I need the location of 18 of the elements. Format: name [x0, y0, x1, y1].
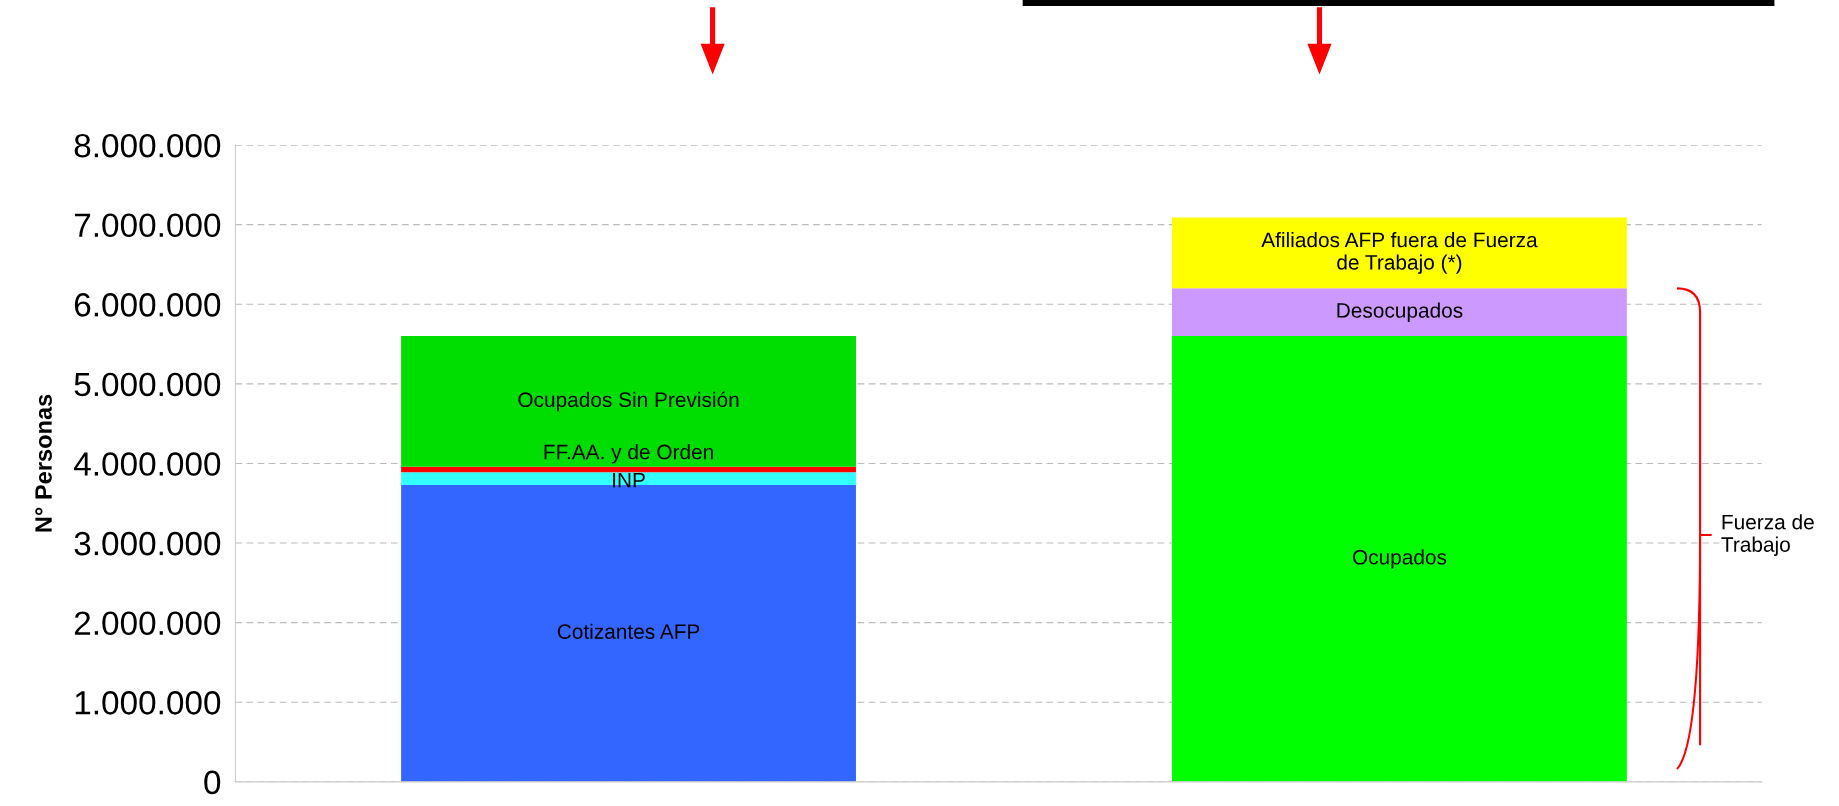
y-tick-label: 0	[204, 770, 221, 795]
series-label: Desocupados	[1337, 302, 1463, 322]
series-label: Ocupados Sin Previsión	[518, 391, 739, 412]
y-tick-label: 4.000.000	[73, 452, 221, 476]
series-label: Afiliados AFP fuera de Fuerza de Trabajo (*)	[1261, 232, 1538, 274]
y-tick-label: 6.000.000	[74, 293, 221, 317]
y-tick-label: 7.000.000	[74, 213, 221, 238]
y-tick-label: 1.000.000	[75, 691, 221, 715]
annotation: Fuerza de Trabajo	[1721, 514, 1814, 557]
y-tick-label: 8.000.000	[74, 133, 221, 158]
series-label: INP	[613, 472, 645, 488]
series-label: FF.AA. y de Orden	[544, 444, 713, 464]
series-label: Cotizantes AFP	[557, 623, 700, 639]
y-tick-label: 5.000.000	[74, 372, 221, 397]
series-label: Ocupados	[1352, 549, 1447, 569]
y-tick-label: 3.000.000	[74, 531, 221, 556]
y-tick-label: 2.000.000	[74, 611, 221, 636]
y-axis-title: N° Personas	[35, 394, 52, 532]
